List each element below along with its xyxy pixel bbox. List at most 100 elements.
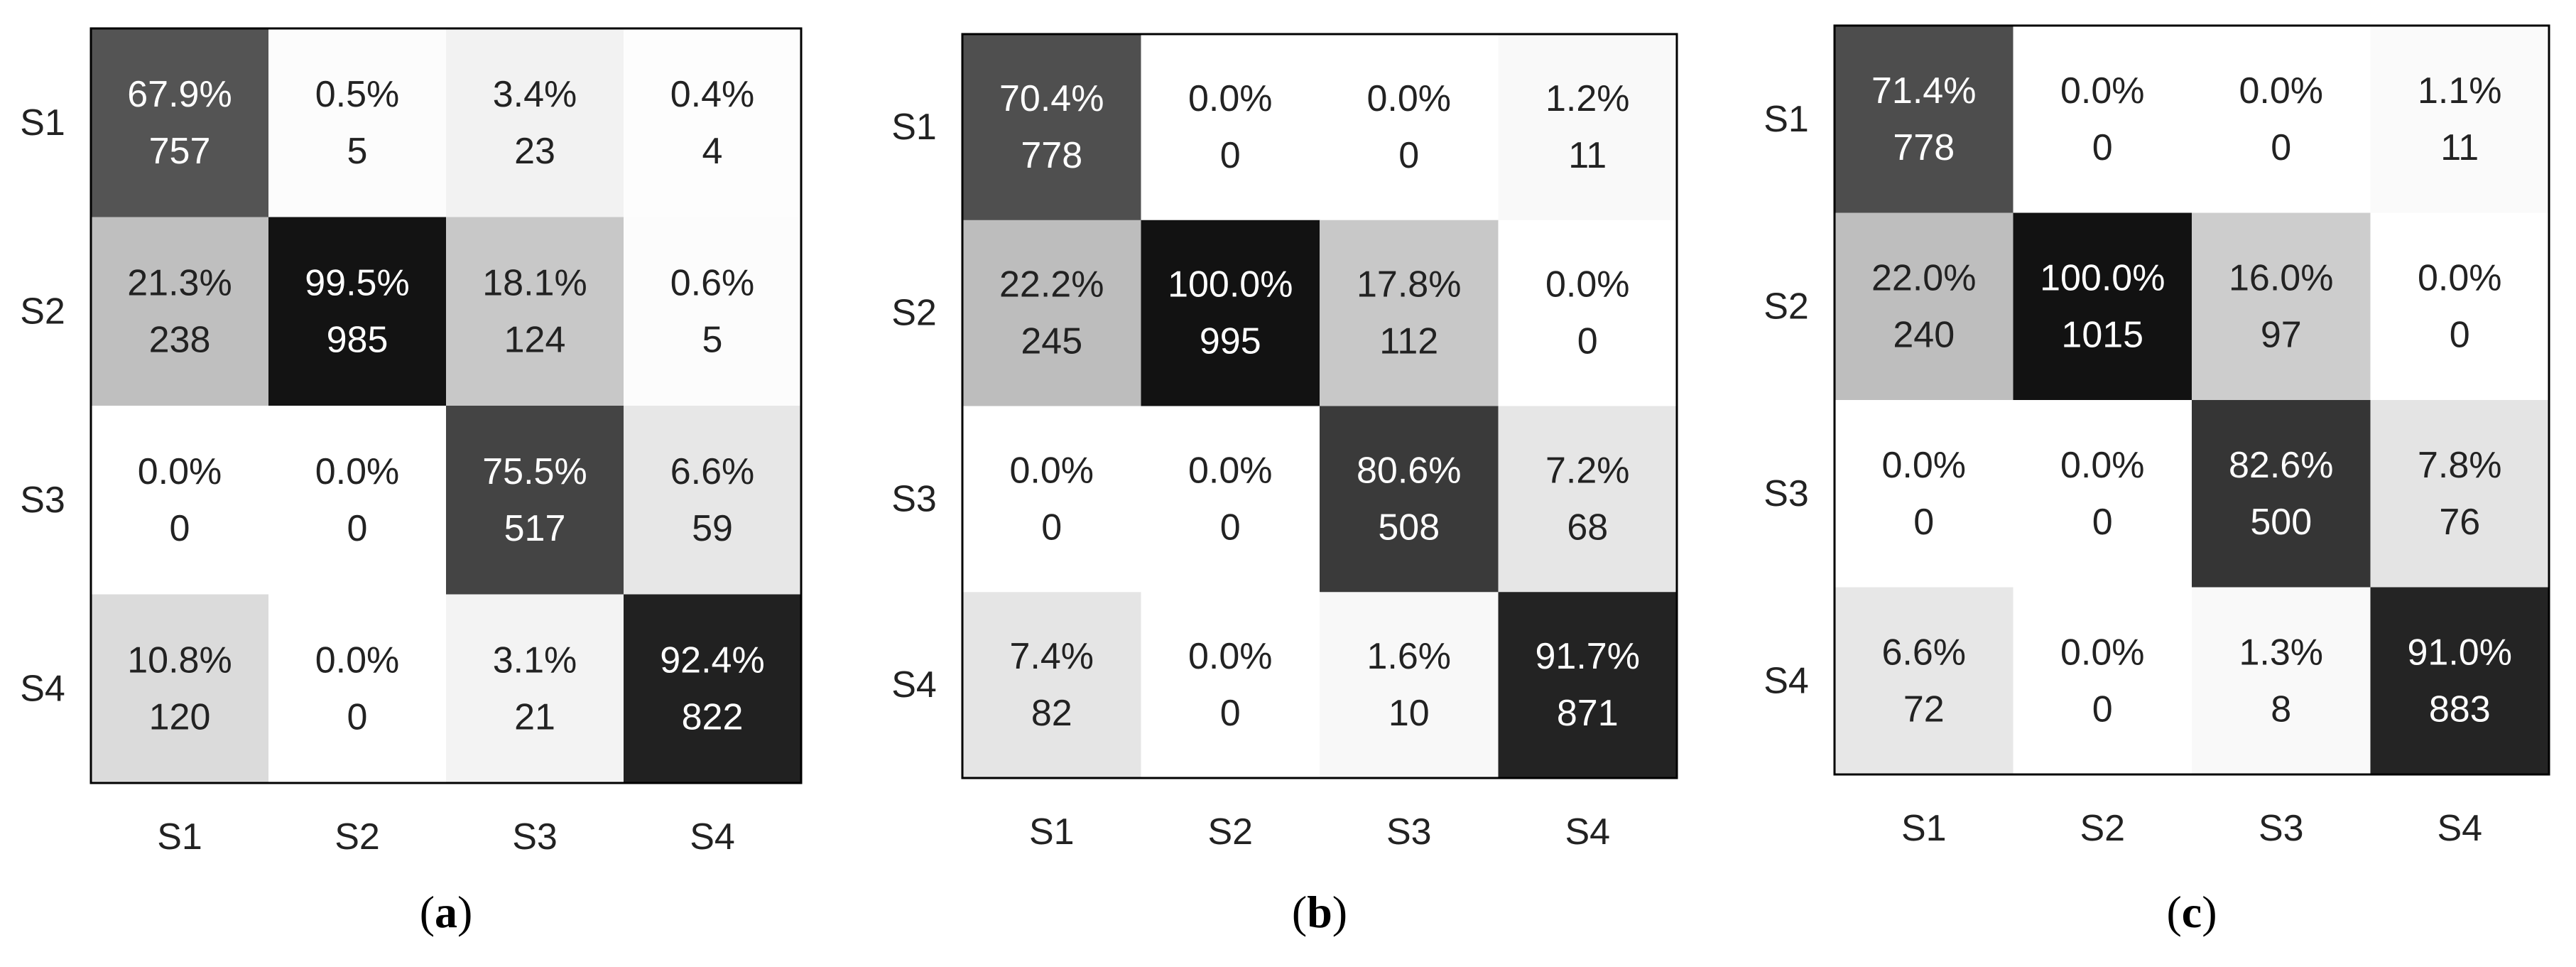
cell-count-label: 23 — [514, 131, 555, 172]
matrix-cell-r3-c1 — [962, 406, 1141, 593]
matrix-cell-r1-c1 — [962, 34, 1141, 221]
cell-percent-label: 0.0% — [1545, 264, 1630, 306]
cell-percent-label: 0.0% — [2060, 70, 2145, 112]
matrix-cell-r3-c2 — [268, 406, 447, 595]
matrix-cell-r1-c2 — [1141, 34, 1320, 221]
cell-count-label: 0 — [2092, 502, 2113, 543]
cell-percent-label: 21.3% — [127, 262, 232, 303]
matrix-cell-r1-c4 — [2370, 26, 2550, 213]
cell-percent-label: 0.0% — [2418, 257, 2502, 298]
cell-percent-label: 0.0% — [1009, 450, 1094, 491]
cell-count-label: 871 — [1557, 693, 1619, 734]
cell-count-label: 0 — [2450, 314, 2470, 355]
cell-count-label: 11 — [2440, 127, 2479, 168]
cell-percent-label: 67.9% — [127, 74, 232, 115]
panel-caption: (c) — [2166, 887, 2217, 937]
matrix-cell-r3-c1 — [91, 406, 269, 595]
cell-percent-label: 3.4% — [493, 74, 577, 115]
matrix-cell-r3-c2 — [1141, 406, 1320, 593]
x-tick-label: S3 — [2259, 808, 2304, 849]
matrix-frame — [89, 27, 803, 784]
matrix-cell-r2-c2 — [1141, 220, 1320, 406]
matrix-cell-r1-c4 — [624, 28, 802, 217]
cell-count-label: 21 — [514, 696, 555, 738]
cell-count-label: 995 — [1200, 321, 1261, 362]
cell-count-label: 11 — [1568, 135, 1607, 176]
cell-percent-label: 17.8% — [1357, 264, 1461, 306]
cell-percent-label: 91.7% — [1536, 636, 1640, 677]
matrix-cell-r3-c1 — [1835, 400, 2013, 588]
cell-count-label: 68 — [1567, 507, 1608, 548]
matrix-cell-r3-c2 — [2013, 400, 2192, 588]
cell-count-label: 240 — [1893, 314, 1955, 355]
x-tick-label: S4 — [1565, 811, 1610, 853]
cell-percent-label: 0.0% — [1881, 445, 1966, 486]
matrix-cell-r1-c3 — [446, 28, 624, 217]
y-tick-label: S3 — [20, 480, 65, 521]
cell-percent-label: 1.3% — [2239, 632, 2323, 673]
cell-percent-label: 0.6% — [670, 262, 755, 303]
cell-count-label: 8 — [2271, 688, 2291, 730]
matrix-cell-r1-c1 — [1835, 26, 2013, 213]
cell-count-label: 245 — [1021, 321, 1082, 362]
panel-caption-letter: b — [1307, 887, 1332, 937]
cell-percent-label: 0.0% — [1366, 78, 1451, 119]
matrix-cell-r2-c4 — [624, 217, 802, 406]
matrix-cell-r4-c2 — [2013, 587, 2192, 775]
panel-caption-letter: a — [435, 887, 457, 937]
matrix-cell-r2-c1 — [962, 220, 1141, 406]
matrix-cell-r2-c2 — [268, 217, 447, 406]
confusion-matrix-a: 67.9% 757 0.5% 5 3.4% 23 0.4% 4 21.3% 238 99.5% 985… — [20, 27, 803, 937]
cell-percent-label: 0.0% — [2060, 445, 2145, 486]
y-tick-label: S2 — [1763, 286, 1809, 327]
matrix-cell-r1-c1 — [91, 28, 269, 217]
matrix-cell-r3-c3 — [2192, 400, 2371, 588]
cell-count-label: 0 — [347, 508, 368, 549]
x-tick-label: S2 — [1207, 811, 1253, 853]
cell-count-label: 0 — [2092, 688, 2113, 730]
cell-count-label: 120 — [149, 696, 211, 738]
cell-percent-label: 1.2% — [1545, 78, 1630, 119]
y-tick-label: S3 — [891, 478, 937, 519]
cell-percent-label: 75.5% — [482, 451, 587, 492]
confusion-matrix-b: 70.4%7780.0%00.0%01.2%1122.2%245100.0%99… — [891, 33, 1678, 937]
cell-count-label: 0 — [1913, 502, 1934, 543]
y-tick-label: S3 — [1763, 473, 1809, 514]
matrix-frame — [1833, 24, 2550, 776]
cell-percent-label: 22.0% — [1871, 257, 1976, 298]
x-tick-label: S4 — [690, 816, 735, 858]
matrix-cell-r2-c4 — [2370, 212, 2550, 401]
cell-count-label: 0 — [1220, 135, 1241, 176]
x-tick-label: S3 — [1386, 811, 1432, 853]
y-tick-label: S4 — [891, 664, 937, 706]
cell-count-label: 778 — [1893, 127, 1955, 168]
matrix-cell-r4-c3 — [446, 594, 624, 784]
cell-percent-label: 100.0% — [1168, 264, 1293, 306]
cell-percent-label: 0.0% — [1188, 450, 1273, 491]
matrix-cell-r4-c1 — [91, 594, 269, 784]
cell-percent-label: 1.1% — [2418, 70, 2502, 112]
cell-percent-label: 0.4% — [670, 74, 755, 115]
cell-count-label: 112 — [1379, 321, 1438, 362]
matrix-cell-r4-c4 — [1498, 592, 1678, 779]
cell-percent-label: 100.0% — [2040, 257, 2165, 298]
x-tick-label: S4 — [2437, 808, 2482, 849]
cell-count-label: 238 — [149, 319, 211, 360]
cell-count-label: 97 — [2261, 314, 2302, 355]
cell-count-label: 10 — [1388, 693, 1430, 734]
matrix-cell-r2-c2 — [2013, 212, 2192, 401]
panel-caption: (b) — [1292, 887, 1347, 937]
cell-count-label: 0 — [2271, 127, 2291, 168]
matrix-cell-r4-c1 — [962, 592, 1141, 779]
x-tick-label: S1 — [157, 816, 202, 858]
y-tick-label: S4 — [20, 668, 65, 709]
cell-percent-label: 10.8% — [127, 639, 232, 681]
cell-count-label: 0 — [1041, 507, 1062, 548]
cell-percent-label: 7.8% — [2418, 445, 2502, 486]
matrix-frame — [961, 33, 1678, 779]
confusion-matrix-c: 71.4% 778 0.0% 0 0.0% 0 1.1% 11 22.0% 240 100.0% 10… — [1763, 24, 2550, 937]
cell-percent-label: 0.0% — [315, 639, 400, 681]
cell-count-label: 5 — [702, 319, 723, 360]
y-tick-label: S1 — [20, 102, 65, 144]
